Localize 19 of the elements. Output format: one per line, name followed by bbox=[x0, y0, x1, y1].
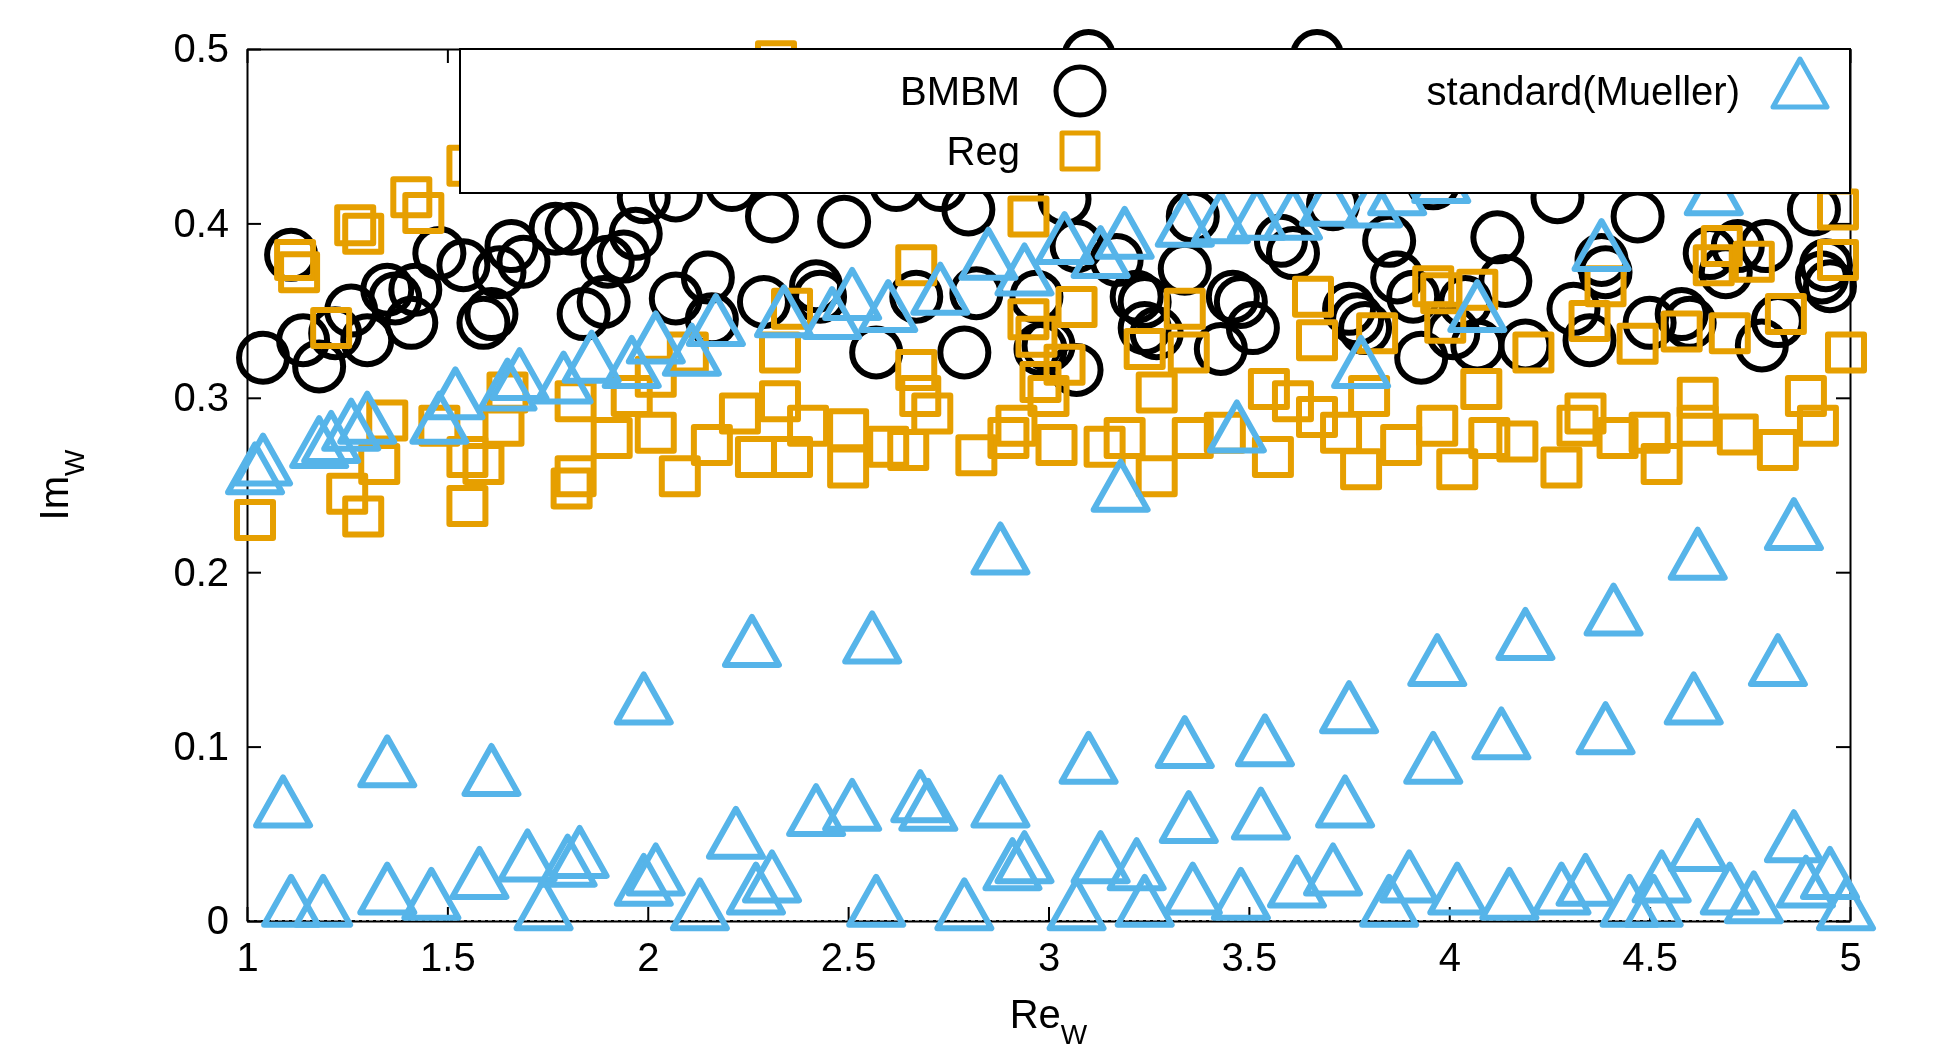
x-tick-label: 5 bbox=[1839, 935, 1862, 980]
x-axis-title: Re$_{W}$ bbox=[1009, 992, 1088, 1050]
y-tick-label: 0 bbox=[206, 898, 229, 943]
legend-label: BMBM bbox=[900, 69, 1020, 113]
x-tick-label: 1.5 bbox=[420, 935, 476, 980]
y-tick-label: 0.1 bbox=[173, 723, 229, 768]
x-tick-label: 1 bbox=[236, 935, 259, 980]
x-tick-label: 3 bbox=[1037, 935, 1061, 980]
y-tick-label: 0.2 bbox=[173, 549, 229, 594]
y-tick-label: 0.4 bbox=[173, 200, 229, 245]
legend-label: Reg bbox=[946, 129, 1020, 173]
y-tick-label: 0.3 bbox=[173, 375, 229, 420]
x-tick-label: 3.5 bbox=[1221, 935, 1278, 980]
x-tick-label: 2.5 bbox=[820, 935, 877, 980]
x-tick-label: 4 bbox=[1438, 935, 1461, 980]
legend-label: standard(Mueller) bbox=[1426, 69, 1740, 113]
x-tick-label: 4.5 bbox=[1622, 935, 1678, 980]
y-tick-label: 0.5 bbox=[173, 26, 229, 71]
x-tick-label: 2 bbox=[637, 935, 660, 980]
